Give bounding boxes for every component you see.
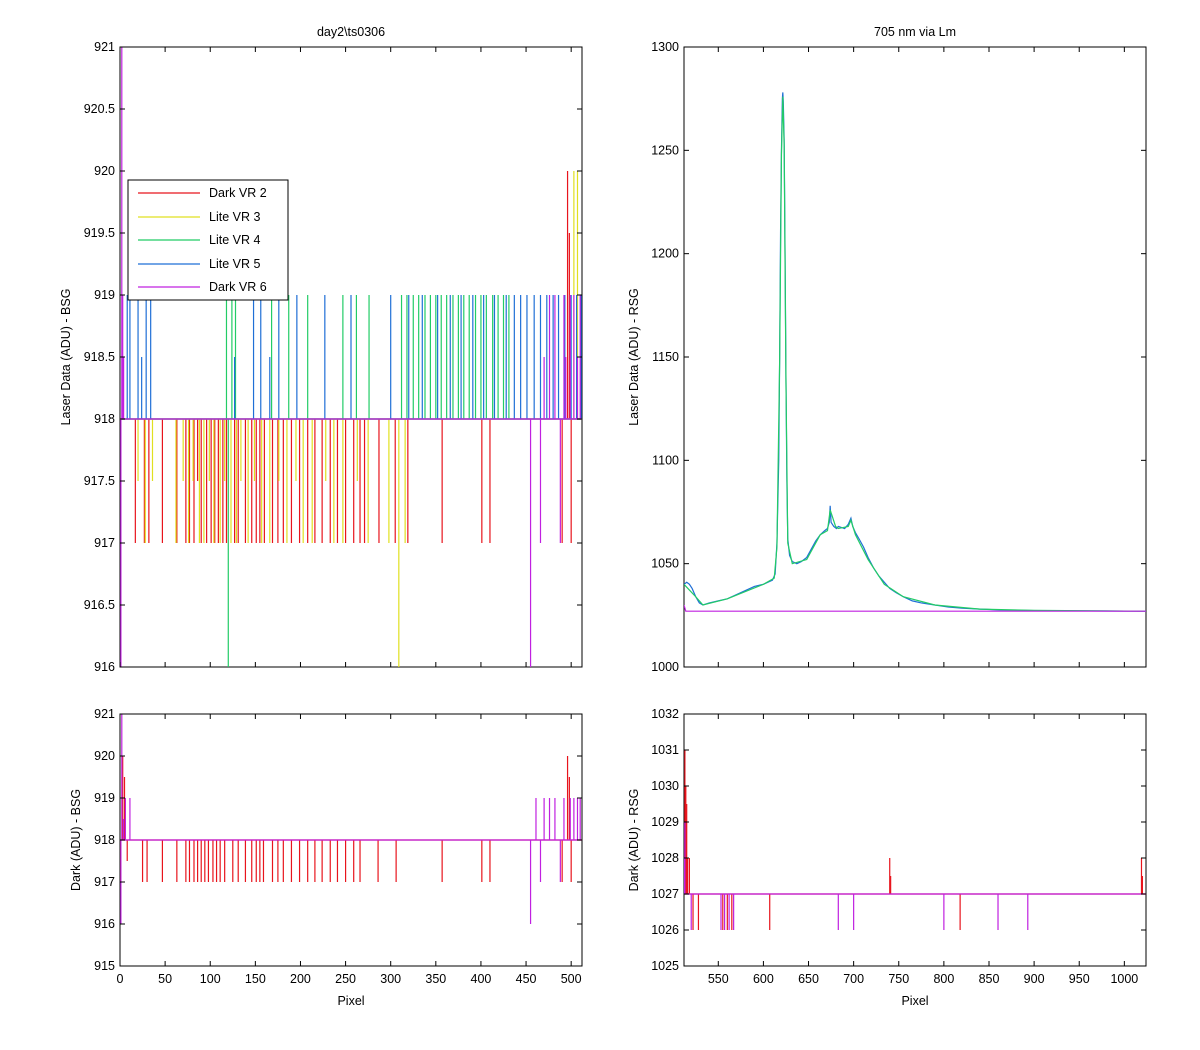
rsg-laser-series-dark-vr-6 <box>684 604 1146 612</box>
bsg-laser-ytick-label-5: 918.5 <box>84 350 115 364</box>
rsg-dark-xlabel: Pixel <box>901 994 928 1008</box>
rsg-dark-xtick-label-4: 750 <box>888 972 909 986</box>
rsg-laser-ticks: 1000 1050 1100 1150 1200 1250 1300 <box>651 40 1146 674</box>
rsg-dark-xtick-label-8: 950 <box>1069 972 1090 986</box>
bsg-dark-ytick-label-0: 915 <box>94 959 115 973</box>
bsg-laser-ytick-label-8: 920 <box>94 164 115 178</box>
rsg-dark-xtick-label-2: 650 <box>798 972 819 986</box>
rsg-dark-xtick-label-1: 600 <box>753 972 774 986</box>
bsg-dark-xtick-label-1: 50 <box>158 972 172 986</box>
bsg-dark-ticks: 915 916 917 918 919 920 921 0 50 100 150 200 250 300 3… <box>94 707 582 986</box>
rsg-dark-ytick-label-3: 1028 <box>651 851 679 865</box>
legend-label-lite-vr-4: Lite VR 4 <box>209 233 260 247</box>
rsg-dark-xtick-label-3: 700 <box>843 972 864 986</box>
legend-label-lite-vr-5: Lite VR 5 <box>209 257 260 271</box>
bsg-laser-ytick-label-3: 917.5 <box>84 474 115 488</box>
bsg-laser-ytick-label-2: 917 <box>94 536 115 550</box>
bsg-laser-ytick-label-4: 918 <box>94 412 115 426</box>
bsg-laser-ytick-label-7: 919.5 <box>84 226 115 240</box>
rsg-dark-xtick-label-0: 550 <box>708 972 729 986</box>
bsg-dark-ytick-label-3: 918 <box>94 833 115 847</box>
rsg-dark-ytick-label-2: 1027 <box>651 887 679 901</box>
rsg-dark-series <box>684 750 1146 930</box>
rsg-laser-line-lite-vr-4 <box>684 96 1146 612</box>
bsg-laser-ytick-label-6: 919 <box>94 288 115 302</box>
bsg-dark-ytick-label-2: 917 <box>94 875 115 889</box>
bsg-dark-xtick-label-8: 400 <box>471 972 492 986</box>
rsg-dark-ytick-label-7: 1032 <box>651 707 679 721</box>
rsg-dark-ytick-label-4: 1029 <box>651 815 679 829</box>
rsg-laser-ytick-label-1: 1050 <box>651 557 679 571</box>
rsg-laser-series-lite-vr-4 <box>684 96 1146 612</box>
bsg-dark-series-dark-vr-6 <box>120 714 582 924</box>
rsg-laser-series <box>684 92 1146 612</box>
bsg-dark-panel: 915 916 917 918 919 920 921 0 50 100 150 200 250 300 3… <box>69 707 583 1008</box>
bsg-dark-xtick-label-2: 100 <box>200 972 221 986</box>
rsg-dark-ytick-label-0: 1025 <box>651 959 679 973</box>
rsg-dark-ylabel: Dark (ADU) - RSG <box>627 789 641 892</box>
bsg-laser-ytick-label-0: 916 <box>94 660 115 674</box>
bsg-laser-ticks: 916 916.5 917 917.5 918 918.5 919 919.5 920 920.5… <box>84 40 582 674</box>
rsg-laser-ylabel: Laser Data (ADU) - RSG <box>627 288 641 426</box>
rsg-dark-panel: 1025 1026 1027 1028 1029 1030 1031 1032 550 600 65… <box>627 707 1147 1008</box>
rsg-laser-ytick-label-4: 1200 <box>651 247 679 261</box>
bsg-dark-xlabel: Pixel <box>337 994 364 1008</box>
bsg-dark-xtick-label-9: 450 <box>516 972 537 986</box>
rsg-laser-title: 705 nm via Lm <box>874 25 956 39</box>
bsg-laser-ytick-label-10: 921 <box>94 40 115 54</box>
bsg-laser-ylabel: Laser Data (ADU) - BSG <box>59 289 73 426</box>
rsg-dark-ytick-label-6: 1031 <box>651 743 679 757</box>
legend-label-lite-vr-3: Lite VR 3 <box>209 210 260 224</box>
rsg-dark-ytick-label-5: 1030 <box>651 779 679 793</box>
bsg-dark-xtick-label-0: 0 <box>117 972 124 986</box>
rsg-dark-plot-area <box>683 713 1147 967</box>
rsg-dark-series-dark-vr-6 <box>684 822 1146 930</box>
legend: Dark VR 2 Lite VR 3 Lite VR 4 Lite VR 5 … <box>127 179 289 301</box>
bsg-dark-ytick-label-5: 920 <box>94 749 115 763</box>
bsg-dark-xtick-label-3: 150 <box>245 972 266 986</box>
bsg-dark-xtick-label-6: 300 <box>380 972 401 986</box>
legend-label-dark-vr-6: Dark VR 6 <box>209 280 267 294</box>
bsg-laser-panel: 916 916.5 917 917.5 918 918.5 919 919.5 920 920.5… <box>59 25 583 674</box>
bsg-dark-xtick-label-10: 500 <box>561 972 582 986</box>
legend-label-dark-vr-2: Dark VR 2 <box>209 186 267 200</box>
bsg-dark-xtick-label-7: 350 <box>425 972 446 986</box>
rsg-laser-line-dark-vr-6 <box>684 604 1146 612</box>
bsg-dark-ytick-label-6: 921 <box>94 707 115 721</box>
rsg-dark-xtick-label-5: 800 <box>933 972 954 986</box>
rsg-laser-ytick-label-0: 1000 <box>651 660 679 674</box>
rsg-laser-plot-area <box>683 46 1147 668</box>
bsg-dark-xtick-label-5: 250 <box>335 972 356 986</box>
bsg-laser-ytick-label-9: 920.5 <box>84 102 115 116</box>
bsg-dark-ytick-label-1: 916 <box>94 917 115 931</box>
bsg-laser-title: day2\ts0306 <box>317 25 385 39</box>
bsg-dark-ylabel: Dark (ADU) - BSG <box>69 789 83 891</box>
rsg-laser-panel: 1000 1050 1100 1150 1200 1250 1300 705 nm via … <box>627 25 1147 674</box>
rsg-laser-ytick-label-6: 1300 <box>651 40 679 54</box>
bsg-laser-series-dark-vr-2 <box>120 171 582 543</box>
bsg-dark-ytick-label-4: 919 <box>94 791 115 805</box>
bsg-dark-xtick-label-4: 200 <box>290 972 311 986</box>
rsg-laser-ytick-label-2: 1100 <box>652 453 679 467</box>
rsg-dark-ytick-label-1: 1026 <box>651 923 679 937</box>
bsg-dark-series <box>120 714 582 924</box>
rsg-laser-ytick-label-3: 1150 <box>652 350 679 364</box>
rsg-laser-ytick-label-5: 1250 <box>651 143 679 157</box>
rsg-dark-xtick-label-7: 900 <box>1024 972 1045 986</box>
bsg-laser-ytick-label-1: 916.5 <box>84 598 115 612</box>
rsg-dark-ticks: 1025 1026 1027 1028 1029 1030 1031 1032 550 600 65… <box>651 707 1146 986</box>
rsg-dark-xtick-label-6: 850 <box>979 972 1000 986</box>
rsg-dark-xtick-label-9: 1000 <box>1110 972 1138 986</box>
